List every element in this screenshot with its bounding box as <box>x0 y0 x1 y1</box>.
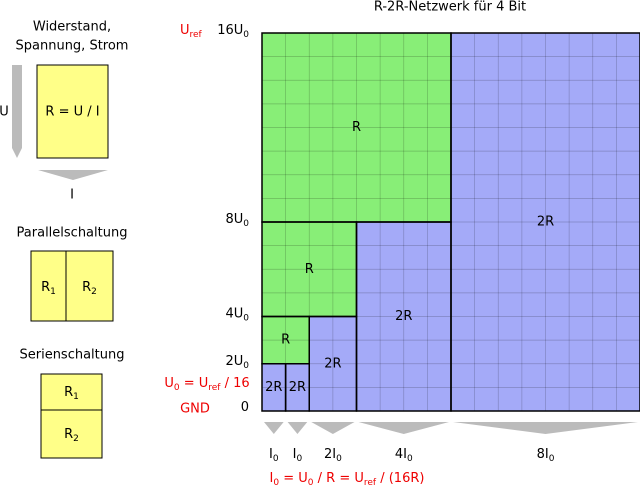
resistor <box>40 373 103 411</box>
series-title: Serienschaltung <box>19 348 124 363</box>
text: R <box>41 280 50 295</box>
block <box>262 316 310 364</box>
label: U0 = Uref / 16 <box>164 376 249 393</box>
block-label: 2R <box>265 380 282 395</box>
block <box>451 33 640 411</box>
label: R2 <box>64 427 79 444</box>
block-label: R <box>305 262 314 277</box>
formula: R = U / I <box>45 105 99 120</box>
subscript: 1 <box>50 287 56 297</box>
block <box>285 363 310 411</box>
block <box>309 316 357 411</box>
current-arrow <box>358 422 449 434</box>
subscript: ref <box>364 478 377 485</box>
text: I <box>270 471 274 485</box>
voltage-label: U <box>0 105 9 120</box>
text: I <box>269 447 273 462</box>
text: R <box>82 280 91 295</box>
text: 8U <box>225 212 243 227</box>
label: Uref <box>180 23 203 40</box>
resistor <box>65 250 114 322</box>
text: / (16R) <box>376 471 424 485</box>
current-arrow <box>311 422 355 434</box>
subscript: 2 <box>91 287 97 297</box>
block-label: 2R <box>289 380 306 395</box>
block <box>356 222 451 411</box>
parallel-title: Parallelschaltung <box>17 226 128 241</box>
text: / 16 <box>220 376 249 391</box>
label: I0 <box>293 447 303 464</box>
subscript: 0 <box>243 313 249 323</box>
label: I0 = U0 / R = Uref / (16R) <box>270 471 425 485</box>
title: R-2R-Netzwerk für 4 Bit <box>374 0 526 15</box>
voltage-arrow <box>12 65 22 158</box>
label: 2U0 <box>225 353 249 370</box>
subscript: 0 <box>296 454 302 464</box>
resistor <box>30 250 67 322</box>
label: R1 <box>41 280 56 297</box>
resistor <box>36 64 109 159</box>
text: 4U <box>225 306 243 321</box>
subscript: 0 <box>243 30 249 40</box>
resistance-title: Spannung, Strom <box>16 39 129 54</box>
label: R1 <box>64 385 79 402</box>
block-outline <box>284 363 310 412</box>
text: / R = U <box>314 471 364 485</box>
current-arrow <box>287 422 308 434</box>
text: 2I <box>324 447 336 462</box>
label: 2I0 <box>324 447 342 464</box>
label: 8I0 <box>537 447 555 464</box>
current-label: I <box>70 188 74 203</box>
block <box>262 363 286 411</box>
label: 0 <box>241 400 249 415</box>
current-arrow <box>38 170 108 180</box>
text: R <box>64 385 73 400</box>
block-label: R <box>352 120 361 135</box>
subscript: ref <box>190 30 203 40</box>
text: U <box>164 376 174 391</box>
gnd-label: GND <box>180 402 210 417</box>
subscript: ref <box>208 383 221 393</box>
text: = U <box>279 471 308 485</box>
text: U <box>180 23 190 38</box>
subscript: 0 <box>336 454 342 464</box>
block <box>262 222 357 317</box>
subscript: 1 <box>73 392 79 402</box>
subscript: 0 <box>549 454 555 464</box>
subscript: 0 <box>243 360 249 370</box>
label: R2 <box>82 280 97 297</box>
block-label: 2R <box>395 309 412 324</box>
text: 8I <box>537 447 549 462</box>
subscript: 0 <box>174 383 180 393</box>
text: 2U <box>225 353 243 368</box>
text: 0 <box>241 400 249 415</box>
subscript: 0 <box>273 478 279 485</box>
text: = U <box>180 376 209 391</box>
resistor <box>40 409 103 459</box>
current-arrow <box>264 422 284 434</box>
label: 4I0 <box>395 447 413 464</box>
block-label: 2R <box>537 215 554 230</box>
current-arrow <box>453 422 638 434</box>
label: I0 <box>269 447 279 464</box>
label: 8U0 <box>225 212 249 229</box>
subscript: 0 <box>273 454 279 464</box>
subscript: 0 <box>243 219 249 229</box>
text: 16U <box>217 23 243 38</box>
block-label: R <box>281 333 290 348</box>
subscript: 2 <box>73 434 79 444</box>
block-label: 2R <box>324 356 341 371</box>
text: R <box>64 427 73 442</box>
subscript: 0 <box>308 478 314 485</box>
subscript: 0 <box>407 454 413 464</box>
label: 4U0 <box>225 306 249 323</box>
block <box>262 33 451 222</box>
resistance-title: Widerstand, <box>33 20 111 35</box>
text: I <box>293 447 297 462</box>
label: 16U0 <box>217 23 249 40</box>
text: 4I <box>395 447 407 462</box>
